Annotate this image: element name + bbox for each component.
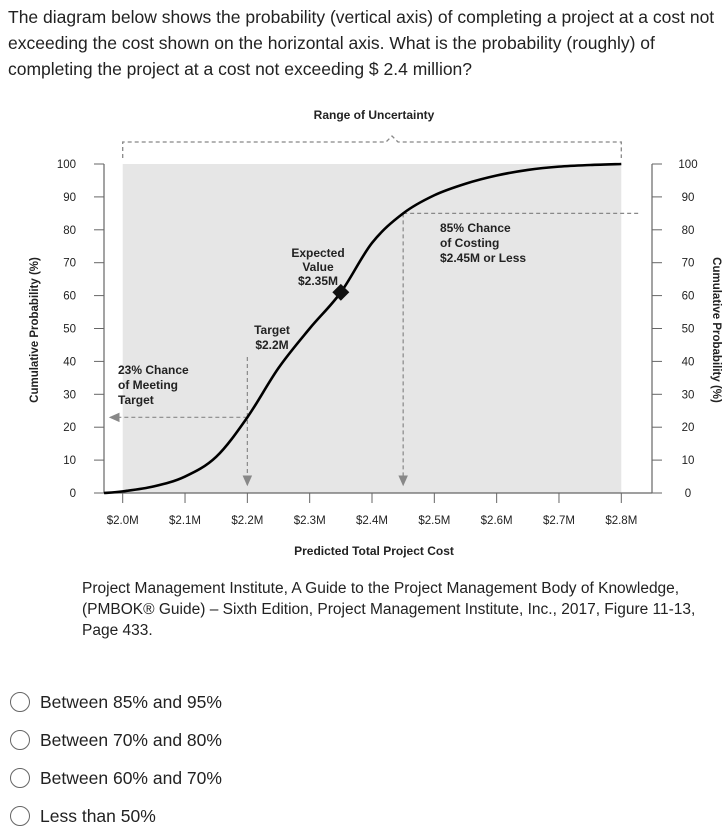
y-tick-label-right: 90 xyxy=(682,192,695,204)
annotation-text: $2.35M xyxy=(298,274,338,288)
y-tick-label-left: 60 xyxy=(63,291,76,303)
x-tick-label: $2.2M xyxy=(231,515,263,527)
y-tick-label-right: 100 xyxy=(678,159,697,171)
y-tick-label-right: 30 xyxy=(682,389,695,401)
y-tick-label-right: 10 xyxy=(682,455,695,467)
y-tick-label-left: 30 xyxy=(63,389,76,401)
answer-option[interactable]: Between 70% and 80% xyxy=(10,721,222,759)
s-curve-line xyxy=(103,162,622,495)
radio-button[interactable] xyxy=(10,806,30,826)
annotation-text: Value xyxy=(302,260,334,274)
x-tick-label: $2.0M xyxy=(107,515,139,527)
y-tick-label-right: 50 xyxy=(682,324,695,336)
annotation-text: Target xyxy=(118,393,154,407)
y-tick-label-right: 80 xyxy=(682,225,695,237)
range-of-uncertainty-brace xyxy=(122,135,622,158)
y-tick-label-left: 50 xyxy=(63,324,76,336)
annotation-text: $2.2M xyxy=(255,338,288,352)
option-label: Between 60% and 70% xyxy=(40,767,222,788)
x-tick-label: $2.8M xyxy=(605,515,637,527)
chart-title: Range of Uncertainty xyxy=(314,108,435,122)
answer-option[interactable]: Between 85% and 95% xyxy=(10,683,222,721)
radio-button[interactable] xyxy=(10,692,30,712)
y-tick-label-right: 20 xyxy=(682,422,695,434)
uncertainty-band xyxy=(122,164,622,493)
option-label: Between 85% and 95% xyxy=(40,691,222,712)
x-tick-label: $2.6M xyxy=(481,515,513,527)
answer-option[interactable]: Between 60% and 70% xyxy=(10,759,222,797)
radio-button[interactable] xyxy=(10,730,30,750)
option-label: Less than 50% xyxy=(40,805,156,826)
annotation-text: 85% Chance xyxy=(440,221,511,235)
citation-text: Project Management Institute, A Guide to… xyxy=(82,580,696,639)
option-label: Between 70% and 80% xyxy=(40,729,222,750)
y-tick-label-left: 80 xyxy=(63,225,76,237)
y-tick-label-right: 0 xyxy=(685,488,691,500)
x-tick-label: $2.4M xyxy=(356,515,388,527)
y-tick-label-right: 40 xyxy=(682,356,695,368)
annotation-text: $2.45M or Less xyxy=(440,251,526,265)
answer-option[interactable]: Less than 50% xyxy=(10,797,222,835)
y-tick-label-left: 70 xyxy=(63,258,76,270)
annotation-text: of Meeting xyxy=(118,378,178,392)
annotation-text: Expected xyxy=(291,246,344,260)
y-tick-label-left: 40 xyxy=(63,356,76,368)
cumulative-probability-chart: Range of Uncertainty 0 0 10 10 20 20 30 30 40 40 5… xyxy=(29,108,722,558)
y-tick-label-left: 100 xyxy=(57,159,76,171)
y-axis-label-right: Cumulative Probability (%) xyxy=(710,257,722,403)
x-tick-label: $2.5M xyxy=(418,515,450,527)
radio-button[interactable] xyxy=(10,768,30,788)
x-tick-label: $2.1M xyxy=(169,515,201,527)
axes: 0 0 10 10 20 20 30 30 40 40 50 50 60 60 70 70 80 80 90 90 10… xyxy=(57,159,698,527)
annotation-text: of Costing xyxy=(440,236,499,250)
y-tick-label-left: 20 xyxy=(63,422,76,434)
answer-options: Between 85% and 95% Between 70% and 80% … xyxy=(10,683,222,835)
y-axis-label-left: Cumulative Probability (%) xyxy=(29,257,41,403)
x-tick-label: $2.3M xyxy=(294,515,326,527)
x-axis-label: Predicted Total Project Cost xyxy=(294,544,454,558)
guide-lines xyxy=(108,212,640,487)
y-tick-label-left: 90 xyxy=(63,192,76,204)
x-tick-label: $2.7M xyxy=(543,515,575,527)
y-tick-label-left: 10 xyxy=(63,455,76,467)
question-text: The diagram below shows the probability … xyxy=(8,7,715,79)
annotation-text: 23% Chance xyxy=(118,363,189,377)
y-tick-label-right: 60 xyxy=(682,291,695,303)
y-tick-label-right: 70 xyxy=(682,258,695,270)
annotation-text: Target xyxy=(254,323,290,337)
expected-value-marker xyxy=(332,283,350,301)
y-tick-label-left: 0 xyxy=(70,488,76,500)
